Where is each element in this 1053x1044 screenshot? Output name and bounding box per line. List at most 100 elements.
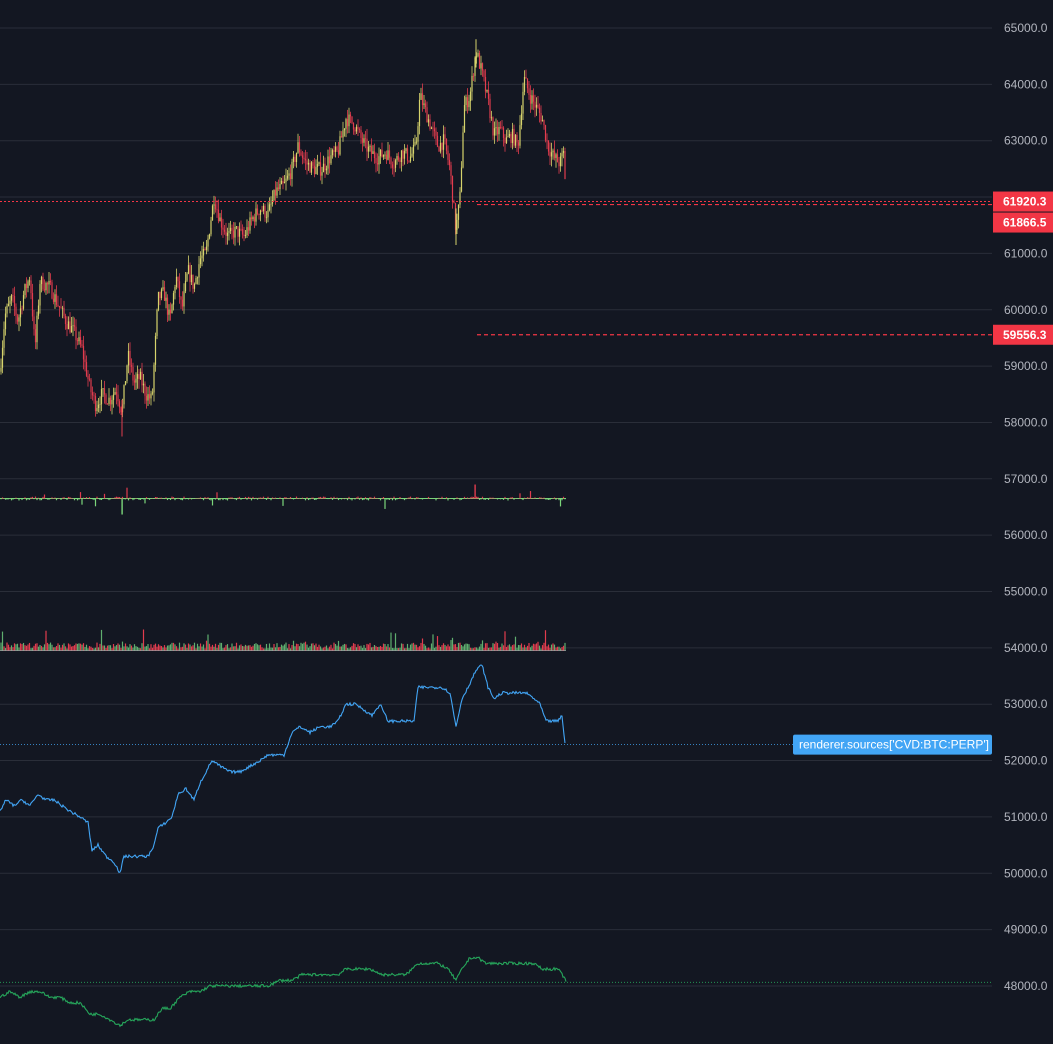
volume-bar	[436, 636, 439, 651]
candle-body	[66, 324, 68, 329]
candle-body	[165, 297, 167, 301]
candle-body	[396, 156, 398, 161]
candle-body	[429, 119, 431, 129]
candle-body	[393, 167, 395, 169]
volume-bar	[432, 634, 434, 651]
volume-delta-bar	[522, 498, 524, 501]
volume-bar	[79, 643, 82, 651]
candle-body	[373, 151, 376, 159]
candle-body	[108, 397, 110, 404]
volume-delta-bar	[120, 497, 122, 499]
volume-delta-bar	[385, 498, 388, 500]
candle-body	[444, 134, 446, 139]
volume-bar	[348, 648, 350, 651]
volume-delta-bar	[520, 498, 523, 500]
volume-bar	[483, 647, 485, 651]
volume-delta-bar	[85, 497, 88, 499]
volume-bar	[93, 648, 95, 651]
volume-bar	[474, 647, 476, 651]
volume-bar	[325, 645, 328, 651]
volume-bar	[18, 647, 20, 651]
candle-body	[472, 75, 475, 77]
volume-bar	[30, 648, 32, 651]
volume-delta-bar	[528, 497, 530, 499]
volume-delta-bar	[357, 496, 359, 499]
volume-delta-bar	[435, 498, 437, 501]
candle-body	[364, 138, 367, 140]
candle-body	[247, 227, 250, 231]
candle-body	[538, 107, 541, 113]
volume-bar	[255, 643, 257, 651]
volume-bar	[187, 643, 190, 651]
volume-delta-bar	[69, 497, 71, 499]
price-tick-label: 59000.0	[1004, 359, 1048, 373]
volume-delta-bar	[270, 498, 272, 501]
volume-bar	[229, 647, 232, 651]
volume-delta-bar	[391, 498, 394, 501]
candle-body	[126, 365, 128, 382]
volume-delta-bar	[543, 497, 545, 499]
volume-bar	[189, 644, 191, 651]
volume-bar	[54, 647, 56, 651]
candle-body	[61, 307, 64, 309]
volume-bar	[340, 646, 343, 651]
volume-bar	[307, 647, 310, 651]
volume-bar	[316, 646, 319, 651]
candle-body	[490, 117, 493, 119]
volume-bar	[475, 647, 478, 651]
volume-bar	[198, 646, 200, 651]
volume-delta-bar	[360, 497, 362, 499]
candle-body	[6, 305, 8, 314]
volume-delta-bar	[489, 497, 491, 499]
candle-body	[157, 291, 160, 310]
volume-bar	[67, 643, 70, 651]
price-tag	[993, 191, 1053, 212]
volume-delta-bar	[81, 498, 83, 505]
volume-bar	[466, 643, 469, 651]
volume-bar	[415, 644, 418, 651]
volume-bar	[226, 644, 229, 651]
volume-bar	[303, 642, 305, 651]
candle-body	[495, 127, 497, 129]
candle-body	[349, 114, 352, 117]
volume-delta-bar	[315, 498, 317, 501]
volume-bar	[388, 647, 391, 651]
volume-delta-bar	[252, 496, 254, 499]
volume-bar	[393, 648, 395, 651]
candle-body	[28, 280, 31, 282]
volume-delta-bar	[189, 497, 191, 499]
volume-delta-bar	[147, 498, 149, 500]
candle-body	[39, 284, 41, 306]
candle-body	[378, 156, 380, 165]
volume-bar	[31, 647, 34, 651]
candle-body	[144, 383, 146, 396]
volume-bar	[424, 645, 427, 651]
volume-delta-bar	[18, 498, 20, 501]
candle-body	[88, 378, 91, 380]
volume-delta-bar	[481, 496, 484, 499]
volume-delta-bar	[382, 496, 385, 499]
candle-body	[196, 277, 199, 279]
candle-body	[300, 152, 302, 156]
volume-bar	[219, 642, 221, 651]
candle-body	[72, 325, 74, 327]
candle-body	[273, 189, 275, 201]
volume-delta-bar	[100, 498, 103, 501]
candle-body	[73, 325, 76, 327]
candle-body	[544, 125, 547, 141]
volume-delta-bar	[10, 498, 13, 501]
candle-body	[409, 156, 412, 162]
volume-bar	[301, 643, 304, 651]
price-tick-label: 56000.0	[1004, 528, 1048, 542]
volume-bar	[310, 643, 313, 651]
volume-delta-bar	[40, 498, 43, 501]
cvd-series-line	[0, 664, 566, 874]
volume-delta-bar	[33, 498, 35, 500]
volume-bar	[534, 644, 536, 651]
price-axis[interactable]: 65000.064000.063000.062000.061000.060000…	[1004, 21, 1048, 993]
candle-body	[387, 150, 389, 160]
volume-delta-bar	[361, 498, 364, 501]
volume-bar	[282, 645, 284, 651]
volume-delta-bar	[477, 496, 479, 499]
